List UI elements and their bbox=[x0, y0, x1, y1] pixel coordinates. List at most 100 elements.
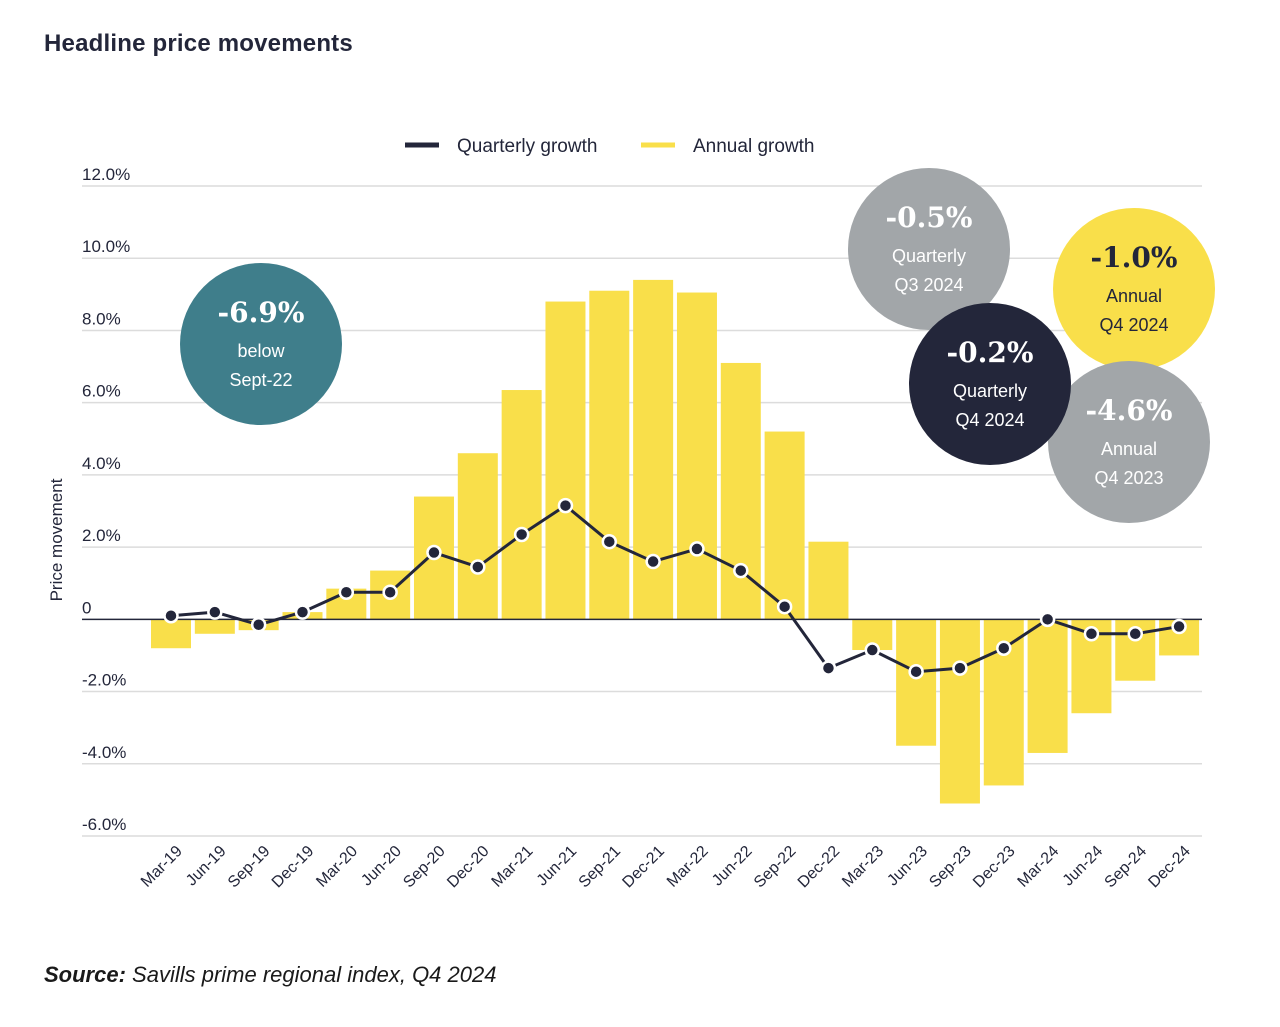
callout-annual-q4-2023: -4.6% Annual Q4 2023 bbox=[1048, 361, 1210, 523]
point-quarterly-dec-23 bbox=[996, 640, 1012, 656]
x-tick-label: Jun-21 bbox=[534, 843, 581, 890]
x-tick-label: Mar-19 bbox=[138, 843, 186, 891]
x-tick-label: Sep-21 bbox=[576, 843, 625, 892]
bar-annual-sep-22 bbox=[764, 431, 805, 620]
point-quarterly-sep-21 bbox=[601, 533, 618, 550]
bar-annual-mar-21 bbox=[501, 390, 542, 620]
y-tick-label: 4.0% bbox=[82, 454, 121, 473]
point-quarterly-mar-23 bbox=[864, 642, 881, 658]
bar-annual-mar-22 bbox=[676, 292, 717, 620]
x-tick-label: Mar-21 bbox=[489, 843, 537, 891]
quarterly-line bbox=[163, 497, 1187, 680]
callout-line1: Quarterly bbox=[953, 381, 1027, 401]
bar-annual-mar-19 bbox=[151, 619, 191, 649]
point-quarterly-mar-20 bbox=[338, 584, 355, 600]
x-tick-label: Jun-23 bbox=[884, 843, 931, 890]
point-quarterly-mar-21 bbox=[513, 526, 530, 543]
x-tick-label: Dec-20 bbox=[444, 843, 493, 892]
callout-below-sept22: -6.9% below Sept-22 bbox=[180, 263, 342, 425]
x-tick-label: Dec-19 bbox=[269, 843, 318, 892]
bar-annual-jun-19 bbox=[194, 619, 235, 634]
callout-line1: Annual bbox=[1106, 286, 1162, 306]
x-tick-label: Sep-20 bbox=[400, 843, 449, 892]
x-tick-label: Sep-23 bbox=[926, 843, 975, 892]
callout-line2: Q4 2023 bbox=[1094, 468, 1163, 488]
point-quarterly-jun-22 bbox=[733, 562, 749, 579]
point-quarterly-mar-19 bbox=[163, 607, 179, 624]
point-quarterly-sep-23 bbox=[952, 660, 968, 676]
callout-circle bbox=[1053, 208, 1215, 370]
legend-label-annual: Annual growth bbox=[693, 136, 814, 157]
point-quarterly-mar-22 bbox=[689, 541, 705, 557]
point-quarterly-dec-24 bbox=[1171, 618, 1187, 635]
x-tick-label: Mar-23 bbox=[839, 843, 887, 891]
x-tick-label: Mar-20 bbox=[313, 843, 361, 891]
callout-value: -4.6% bbox=[1086, 394, 1173, 427]
x-tick-label: Jun-24 bbox=[1060, 843, 1107, 890]
legend: Quarterly growth Annual growth bbox=[405, 136, 814, 157]
legend-item-quarterly[interactable]: Quarterly growth bbox=[405, 136, 597, 157]
callout-value: -6.9% bbox=[218, 296, 305, 329]
bar-annual-mar-24 bbox=[1027, 619, 1068, 753]
point-quarterly-jun-24 bbox=[1083, 626, 1100, 642]
point-quarterly-sep-22 bbox=[776, 598, 793, 615]
x-tick-label: Sep-22 bbox=[751, 843, 800, 892]
x-tick-label: Jun-19 bbox=[183, 843, 230, 890]
bar-annual-dec-20 bbox=[457, 453, 498, 620]
legend-item-annual[interactable]: Annual growth bbox=[641, 136, 814, 157]
callout-circle bbox=[1048, 361, 1210, 523]
x-tick-label: Sep-24 bbox=[1102, 843, 1151, 892]
source-text: Savills prime regional index, Q4 2024 bbox=[132, 962, 497, 987]
bar-annual-jun-21 bbox=[545, 301, 586, 620]
x-tick-label: Dec-22 bbox=[795, 843, 844, 892]
y-tick-label: 10.0% bbox=[82, 237, 130, 256]
point-quarterly-mar-24 bbox=[1039, 611, 1056, 628]
callout-line2: Sept-22 bbox=[229, 370, 292, 390]
callouts: -6.9% below Sept-22 -0.5% Quarterly Q3 2024 -1… bbox=[180, 168, 1215, 523]
callout-line2: Q4 2024 bbox=[955, 410, 1024, 430]
point-quarterly-dec-21 bbox=[645, 553, 661, 570]
quarterly-line-path bbox=[170, 504, 1180, 674]
legend-label-quarterly: Quarterly growth bbox=[457, 136, 597, 157]
source-note: Source: Savills prime regional index, Q4… bbox=[44, 962, 496, 988]
point-quarterly-dec-19 bbox=[294, 604, 311, 620]
y-tick-label: -4.0% bbox=[82, 743, 126, 762]
x-axis-ticks: Mar-19Jun-19Sep-19Dec-19Mar-20Jun-20Sep-… bbox=[138, 843, 1194, 892]
point-quarterly-sep-24 bbox=[1127, 626, 1144, 642]
point-quarterly-jun-20 bbox=[382, 584, 398, 600]
annual-bars bbox=[151, 279, 1200, 804]
point-quarterly-sep-19 bbox=[250, 617, 267, 633]
callout-circle bbox=[909, 303, 1071, 465]
y-tick-label: -2.0% bbox=[82, 671, 126, 690]
callout-circle bbox=[848, 168, 1010, 330]
y-tick-label: -6.0% bbox=[82, 815, 126, 834]
callout-line1: Quarterly bbox=[892, 246, 966, 266]
bar-annual-sep-21 bbox=[589, 290, 630, 620]
y-tick-label: 12.0% bbox=[82, 165, 130, 184]
callout-quarterly-q3-2024: -0.5% Quarterly Q3 2024 bbox=[848, 168, 1010, 330]
x-tick-label: Dec-23 bbox=[970, 843, 1019, 892]
callout-quarterly-q4-2024: -0.2% Quarterly Q4 2024 bbox=[909, 303, 1071, 465]
y-tick-label: 8.0% bbox=[82, 309, 121, 328]
x-tick-label: Dec-24 bbox=[1145, 843, 1194, 892]
chart-title: Headline price movements bbox=[44, 30, 353, 57]
callout-circle bbox=[180, 263, 342, 425]
y-tick-label: 0 bbox=[82, 598, 91, 617]
point-quarterly-dec-20 bbox=[470, 559, 486, 575]
point-quarterly-jun-19 bbox=[207, 604, 223, 620]
y-axis-title: Price movement bbox=[47, 478, 66, 601]
callout-annual-q4-2024: -1.0% Annual Q4 2024 bbox=[1053, 208, 1215, 370]
callout-value: -1.0% bbox=[1091, 241, 1178, 274]
point-quarterly-jun-23 bbox=[908, 663, 924, 680]
callout-value: -0.5% bbox=[886, 201, 973, 234]
x-tick-label: Jun-20 bbox=[358, 843, 405, 890]
callout-line1: Annual bbox=[1101, 439, 1157, 459]
source-label: Source: bbox=[44, 962, 126, 987]
bar-annual-dec-22 bbox=[808, 541, 849, 620]
y-axis-ticks: 12.0% 10.0% 8.0% 6.0% 4.0% 2.0% 0 -2.0% -4.0% -6.… bbox=[82, 165, 130, 834]
bar-annual-jun-23 bbox=[896, 619, 937, 746]
bar-annual-sep-23 bbox=[939, 619, 980, 804]
x-tick-label: Mar-24 bbox=[1015, 843, 1063, 891]
x-tick-label: Jun-22 bbox=[709, 843, 756, 890]
